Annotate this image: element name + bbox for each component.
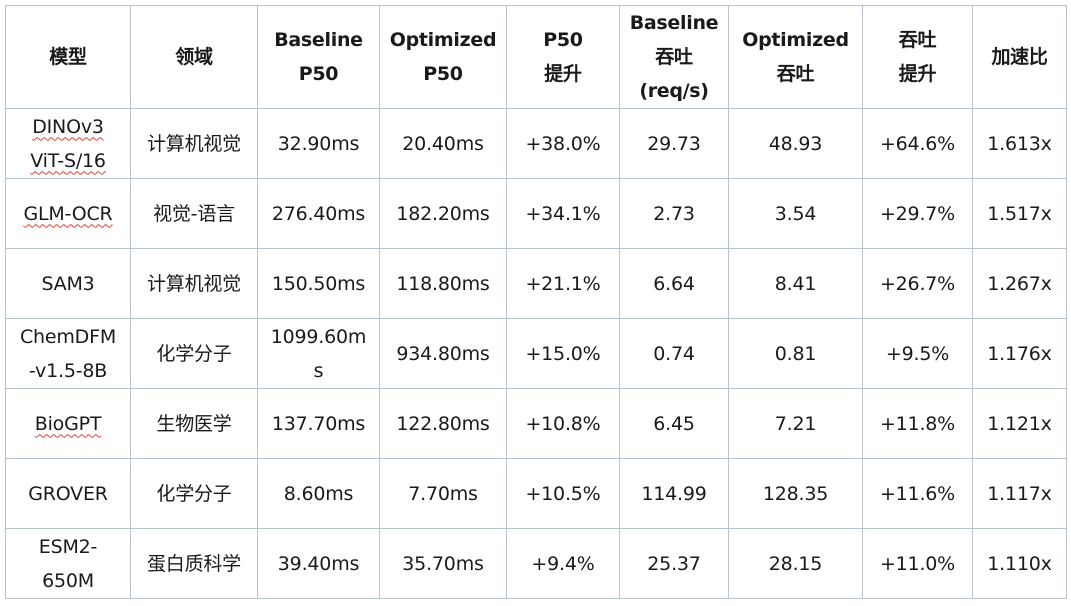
performance-comparison-table: 模型 领域 Baseline P50 Optimized P50 P50 提升 … <box>5 5 1067 599</box>
cell-model: SAM3 <box>5 248 131 319</box>
model-name: BioGPT <box>34 412 102 435</box>
table-row: ESM2- 650M 蛋白质科学 39.40ms 35.70ms +9.4% 2… <box>5 528 1067 599</box>
header-optimized-throughput: Optimized 吞吐 <box>728 5 863 109</box>
cell-optimized-p50: 934.80ms <box>379 318 507 389</box>
model-name: GROVER <box>28 482 108 505</box>
cell-baseline-throughput: 6.45 <box>619 388 729 459</box>
cell-optimized-throughput: 3.54 <box>728 178 863 249</box>
cell-throughput-improvement: +64.6% <box>862 108 973 179</box>
header-optimized-p50: Optimized P50 <box>379 5 507 109</box>
table-row: ChemDFM -v1.5-8B 化学分子 1099.60m s 934.80m… <box>5 318 1067 389</box>
cell-baseline-throughput: 29.73 <box>619 108 729 179</box>
table-row: GLM-OCR 视觉-语言 276.40ms 182.20ms +34.1% 2… <box>5 178 1067 249</box>
cell-domain: 生物医学 <box>130 388 258 459</box>
header-baseline-p50: Baseline P50 <box>257 5 380 109</box>
cell-baseline-p50: 32.90ms <box>257 108 380 179</box>
cell-speedup: 1.517x <box>972 178 1067 249</box>
cell-optimized-p50: 7.70ms <box>379 458 507 529</box>
cell-p50-improvement: +34.1% <box>506 178 620 249</box>
model-name: ChemDFM -v1.5-8B <box>19 325 117 382</box>
cell-speedup: 1.176x <box>972 318 1067 389</box>
table-row: GROVER 化学分子 8.60ms 7.70ms +10.5% 114.99 … <box>5 458 1067 529</box>
cell-throughput-improvement: +29.7% <box>862 178 973 249</box>
cell-baseline-p50: 8.60ms <box>257 458 380 529</box>
header-throughput-improvement: 吞吐 提升 <box>862 5 973 109</box>
cell-optimized-throughput: 128.35 <box>728 458 863 529</box>
cell-p50-improvement: +38.0% <box>506 108 620 179</box>
header-model: 模型 <box>5 5 131 109</box>
cell-baseline-throughput: 25.37 <box>619 528 729 599</box>
cell-optimized-throughput: 28.15 <box>728 528 863 599</box>
cell-baseline-throughput: 114.99 <box>619 458 729 529</box>
header-speedup: 加速比 <box>972 5 1067 109</box>
cell-baseline-throughput: 6.64 <box>619 248 729 319</box>
cell-optimized-p50: 118.80ms <box>379 248 507 319</box>
cell-optimized-throughput: 7.21 <box>728 388 863 459</box>
cell-p50-improvement: +15.0% <box>506 318 620 389</box>
model-name: DINOv3 ViT-S/16 <box>30 115 106 172</box>
table-row: BioGPT 生物医学 137.70ms 122.80ms +10.8% 6.4… <box>5 388 1067 459</box>
cell-model: BioGPT <box>5 388 131 459</box>
cell-domain: 计算机视觉 <box>130 248 258 319</box>
cell-domain: 蛋白质科学 <box>130 528 258 599</box>
table-row: DINOv3 ViT-S/16 计算机视觉 32.90ms 20.40ms +3… <box>5 108 1067 179</box>
header-domain: 领域 <box>130 5 258 109</box>
cell-baseline-p50: 150.50ms <box>257 248 380 319</box>
cell-p50-improvement: +21.1% <box>506 248 620 319</box>
cell-baseline-p50: 39.40ms <box>257 528 380 599</box>
cell-baseline-p50: 276.40ms <box>257 178 380 249</box>
cell-throughput-improvement: +11.0% <box>862 528 973 599</box>
cell-model: GROVER <box>5 458 131 529</box>
cell-model: GLM-OCR <box>5 178 131 249</box>
cell-baseline-throughput: 0.74 <box>619 318 729 389</box>
cell-optimized-p50: 35.70ms <box>379 528 507 599</box>
cell-optimized-p50: 20.40ms <box>379 108 507 179</box>
model-name: GLM-OCR <box>23 202 113 225</box>
cell-optimized-p50: 122.80ms <box>379 388 507 459</box>
cell-baseline-p50: 137.70ms <box>257 388 380 459</box>
cell-optimized-throughput: 48.93 <box>728 108 863 179</box>
table-row: SAM3 计算机视觉 150.50ms 118.80ms +21.1% 6.64… <box>5 248 1067 319</box>
cell-speedup: 1.110x <box>972 528 1067 599</box>
cell-p50-improvement: +10.5% <box>506 458 620 529</box>
cell-domain: 化学分子 <box>130 318 258 389</box>
cell-throughput-improvement: +26.7% <box>862 248 973 319</box>
cell-domain: 视觉-语言 <box>130 178 258 249</box>
cell-domain: 化学分子 <box>130 458 258 529</box>
cell-optimized-throughput: 0.81 <box>728 318 863 389</box>
cell-throughput-improvement: +11.6% <box>862 458 973 529</box>
model-name: ESM2- 650M <box>38 535 98 592</box>
cell-optimized-throughput: 8.41 <box>728 248 863 319</box>
cell-baseline-p50: 1099.60m s <box>257 318 380 389</box>
header-baseline-throughput: Baseline 吞吐 (req/s) <box>619 5 729 109</box>
cell-model: DINOv3 ViT-S/16 <box>5 108 131 179</box>
cell-p50-improvement: +10.8% <box>506 388 620 459</box>
cell-speedup: 1.117x <box>972 458 1067 529</box>
cell-speedup: 1.267x <box>972 248 1067 319</box>
cell-speedup: 1.613x <box>972 108 1067 179</box>
cell-baseline-throughput: 2.73 <box>619 178 729 249</box>
model-name: SAM3 <box>41 272 95 295</box>
cell-p50-improvement: +9.4% <box>506 528 620 599</box>
header-p50-improvement: P50 提升 <box>506 5 620 109</box>
cell-optimized-p50: 182.20ms <box>379 178 507 249</box>
cell-throughput-improvement: +11.8% <box>862 388 973 459</box>
header-row: 模型 领域 Baseline P50 Optimized P50 P50 提升 … <box>5 5 1067 109</box>
cell-model: ESM2- 650M <box>5 528 131 599</box>
cell-throughput-improvement: +9.5% <box>862 318 973 389</box>
cell-model: ChemDFM -v1.5-8B <box>5 318 131 389</box>
cell-speedup: 1.121x <box>972 388 1067 459</box>
cell-domain: 计算机视觉 <box>130 108 258 179</box>
